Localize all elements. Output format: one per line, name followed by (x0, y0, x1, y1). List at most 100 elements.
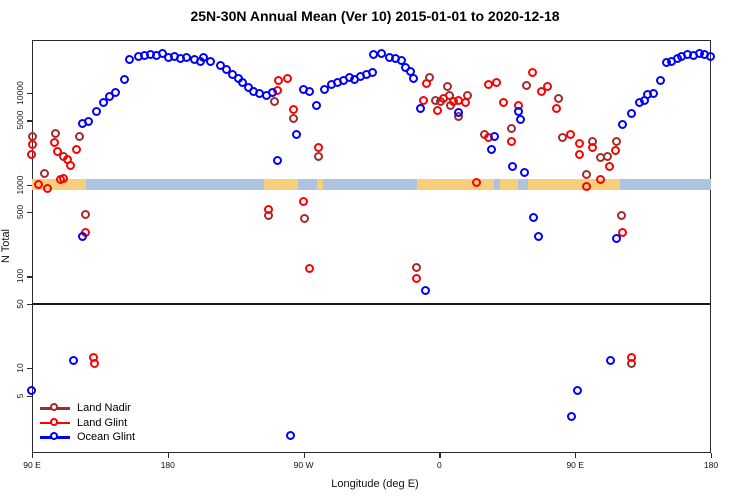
data-point-ocean-glint (367, 68, 377, 78)
y-axis-tick (27, 212, 32, 214)
data-point-land-glint (618, 228, 628, 238)
data-point-ocean-glint (487, 145, 497, 155)
data-point-ocean-glint (606, 355, 616, 365)
coast-band-segment-land (317, 179, 324, 191)
data-point-land-nadir (558, 133, 568, 143)
legend-item-ocean-glint: Ocean Glint (40, 430, 135, 445)
data-point-ocean-glint (420, 286, 430, 296)
data-point-ocean-glint (120, 75, 130, 85)
data-point-ocean-glint (124, 55, 134, 65)
data-point-ocean-glint (292, 129, 302, 139)
data-point-ocean-glint (648, 88, 658, 98)
data-point-ocean-glint (533, 231, 543, 241)
data-point-land-glint (313, 142, 323, 152)
y-tick-label: 50 (15, 299, 25, 309)
data-point-land-glint (58, 173, 68, 183)
data-point-land-glint (274, 76, 284, 86)
data-point-land-glint (461, 97, 471, 107)
x-axis-tick (32, 453, 34, 458)
y-axis-tick (27, 184, 32, 186)
data-point-ocean-glint (656, 76, 666, 86)
data-point-land-glint (438, 94, 448, 104)
data-point-land-glint (627, 352, 637, 362)
data-point-land-glint (506, 137, 516, 147)
data-point-ocean-glint (69, 355, 79, 365)
data-point-ocean-glint (272, 156, 282, 166)
plot-area (32, 40, 711, 453)
data-point-land-glint (491, 78, 501, 88)
y-tick-label: 10 (15, 363, 25, 373)
data-point-ocean-glint (508, 162, 518, 172)
y-axis-tick (27, 120, 32, 122)
data-point-land-glint (542, 82, 552, 92)
data-point-land-nadir (521, 81, 531, 91)
legend-label: Land Nadir (77, 402, 131, 415)
land-glint-marker-icon (40, 417, 70, 428)
data-point-ocean-glint (408, 73, 418, 83)
data-point-land-glint (604, 161, 614, 171)
legend: Land Nadir Land Glint Ocean Glint (40, 401, 135, 445)
coast-band-segment-ocean (323, 179, 417, 191)
data-point-land-glint (551, 104, 561, 114)
data-point-ocean-glint (304, 87, 314, 97)
legend-label: Ocean Glint (77, 431, 136, 444)
data-point-land-nadir (289, 114, 299, 124)
data-point-land-nadir (40, 169, 50, 179)
data-point-ocean-glint (520, 167, 530, 177)
data-point-ocean-glint (567, 412, 577, 422)
data-point-ocean-glint (84, 116, 94, 126)
data-point-land-nadir (616, 210, 626, 220)
y-tick-label: 5000 (15, 110, 25, 130)
data-point-land-glint (298, 197, 308, 207)
data-point-land-glint (582, 181, 592, 191)
coast-band-segment-ocean (620, 179, 711, 191)
legend-label: Land Glint (77, 416, 128, 429)
data-point-ocean-glint (453, 108, 463, 118)
data-point-ocean-glint (618, 120, 628, 130)
coast-band-segment-ocean (86, 179, 265, 191)
data-point-land-glint (289, 105, 299, 115)
x-axis-title: Longitude (deg E) (331, 478, 419, 490)
data-point-land-glint (26, 149, 36, 159)
data-point-land-glint (565, 129, 575, 139)
data-point-ocean-glint (612, 233, 622, 243)
data-point-ocean-glint (26, 385, 36, 395)
data-point-ocean-glint (238, 77, 248, 87)
x-tick-label: 90 E (566, 460, 584, 470)
data-point-ocean-glint (490, 131, 500, 141)
data-point-ocean-glint (206, 56, 216, 66)
legend-item-land-glint: Land Glint (40, 416, 135, 431)
y-tick-label: 500 (15, 205, 25, 220)
y-axis-tick (27, 304, 32, 306)
coast-band-segment-ocean (297, 179, 318, 191)
data-point-land-nadir (411, 263, 421, 273)
data-point-land-nadir (612, 136, 622, 146)
x-axis-tick (575, 453, 577, 458)
coast-band-segment-land (528, 179, 621, 191)
data-point-land-nadir (582, 169, 592, 179)
data-point-ocean-glint (705, 51, 715, 61)
x-tick-label: 0 (437, 460, 442, 470)
data-point-land-glint (422, 79, 432, 89)
data-point-ocean-glint (515, 115, 525, 125)
data-point-land-nadir (269, 97, 279, 107)
data-point-land-glint (72, 145, 82, 155)
data-point-land-glint (472, 177, 482, 187)
data-point-ocean-glint (573, 386, 583, 396)
x-tick-label: 90 W (293, 460, 314, 470)
data-point-land-nadir (603, 151, 613, 161)
data-point-ocean-glint (221, 64, 231, 74)
data-point-land-glint (49, 137, 59, 147)
data-point-ocean-glint (286, 431, 296, 441)
data-point-land-nadir (313, 152, 323, 162)
x-tick-label: 90 E (23, 460, 41, 470)
legend-item-land-nadir: Land Nadir (40, 401, 135, 416)
y-tick-label: 10000 (15, 80, 25, 105)
data-point-land-glint (43, 184, 53, 194)
y-axis-tick (27, 368, 32, 370)
x-tick-label: 180 (160, 460, 175, 470)
data-point-land-nadir (506, 123, 516, 133)
x-tick-label: 180 (703, 460, 719, 470)
y-axis-title: N Total (0, 228, 12, 264)
data-point-land-glint (34, 179, 44, 189)
